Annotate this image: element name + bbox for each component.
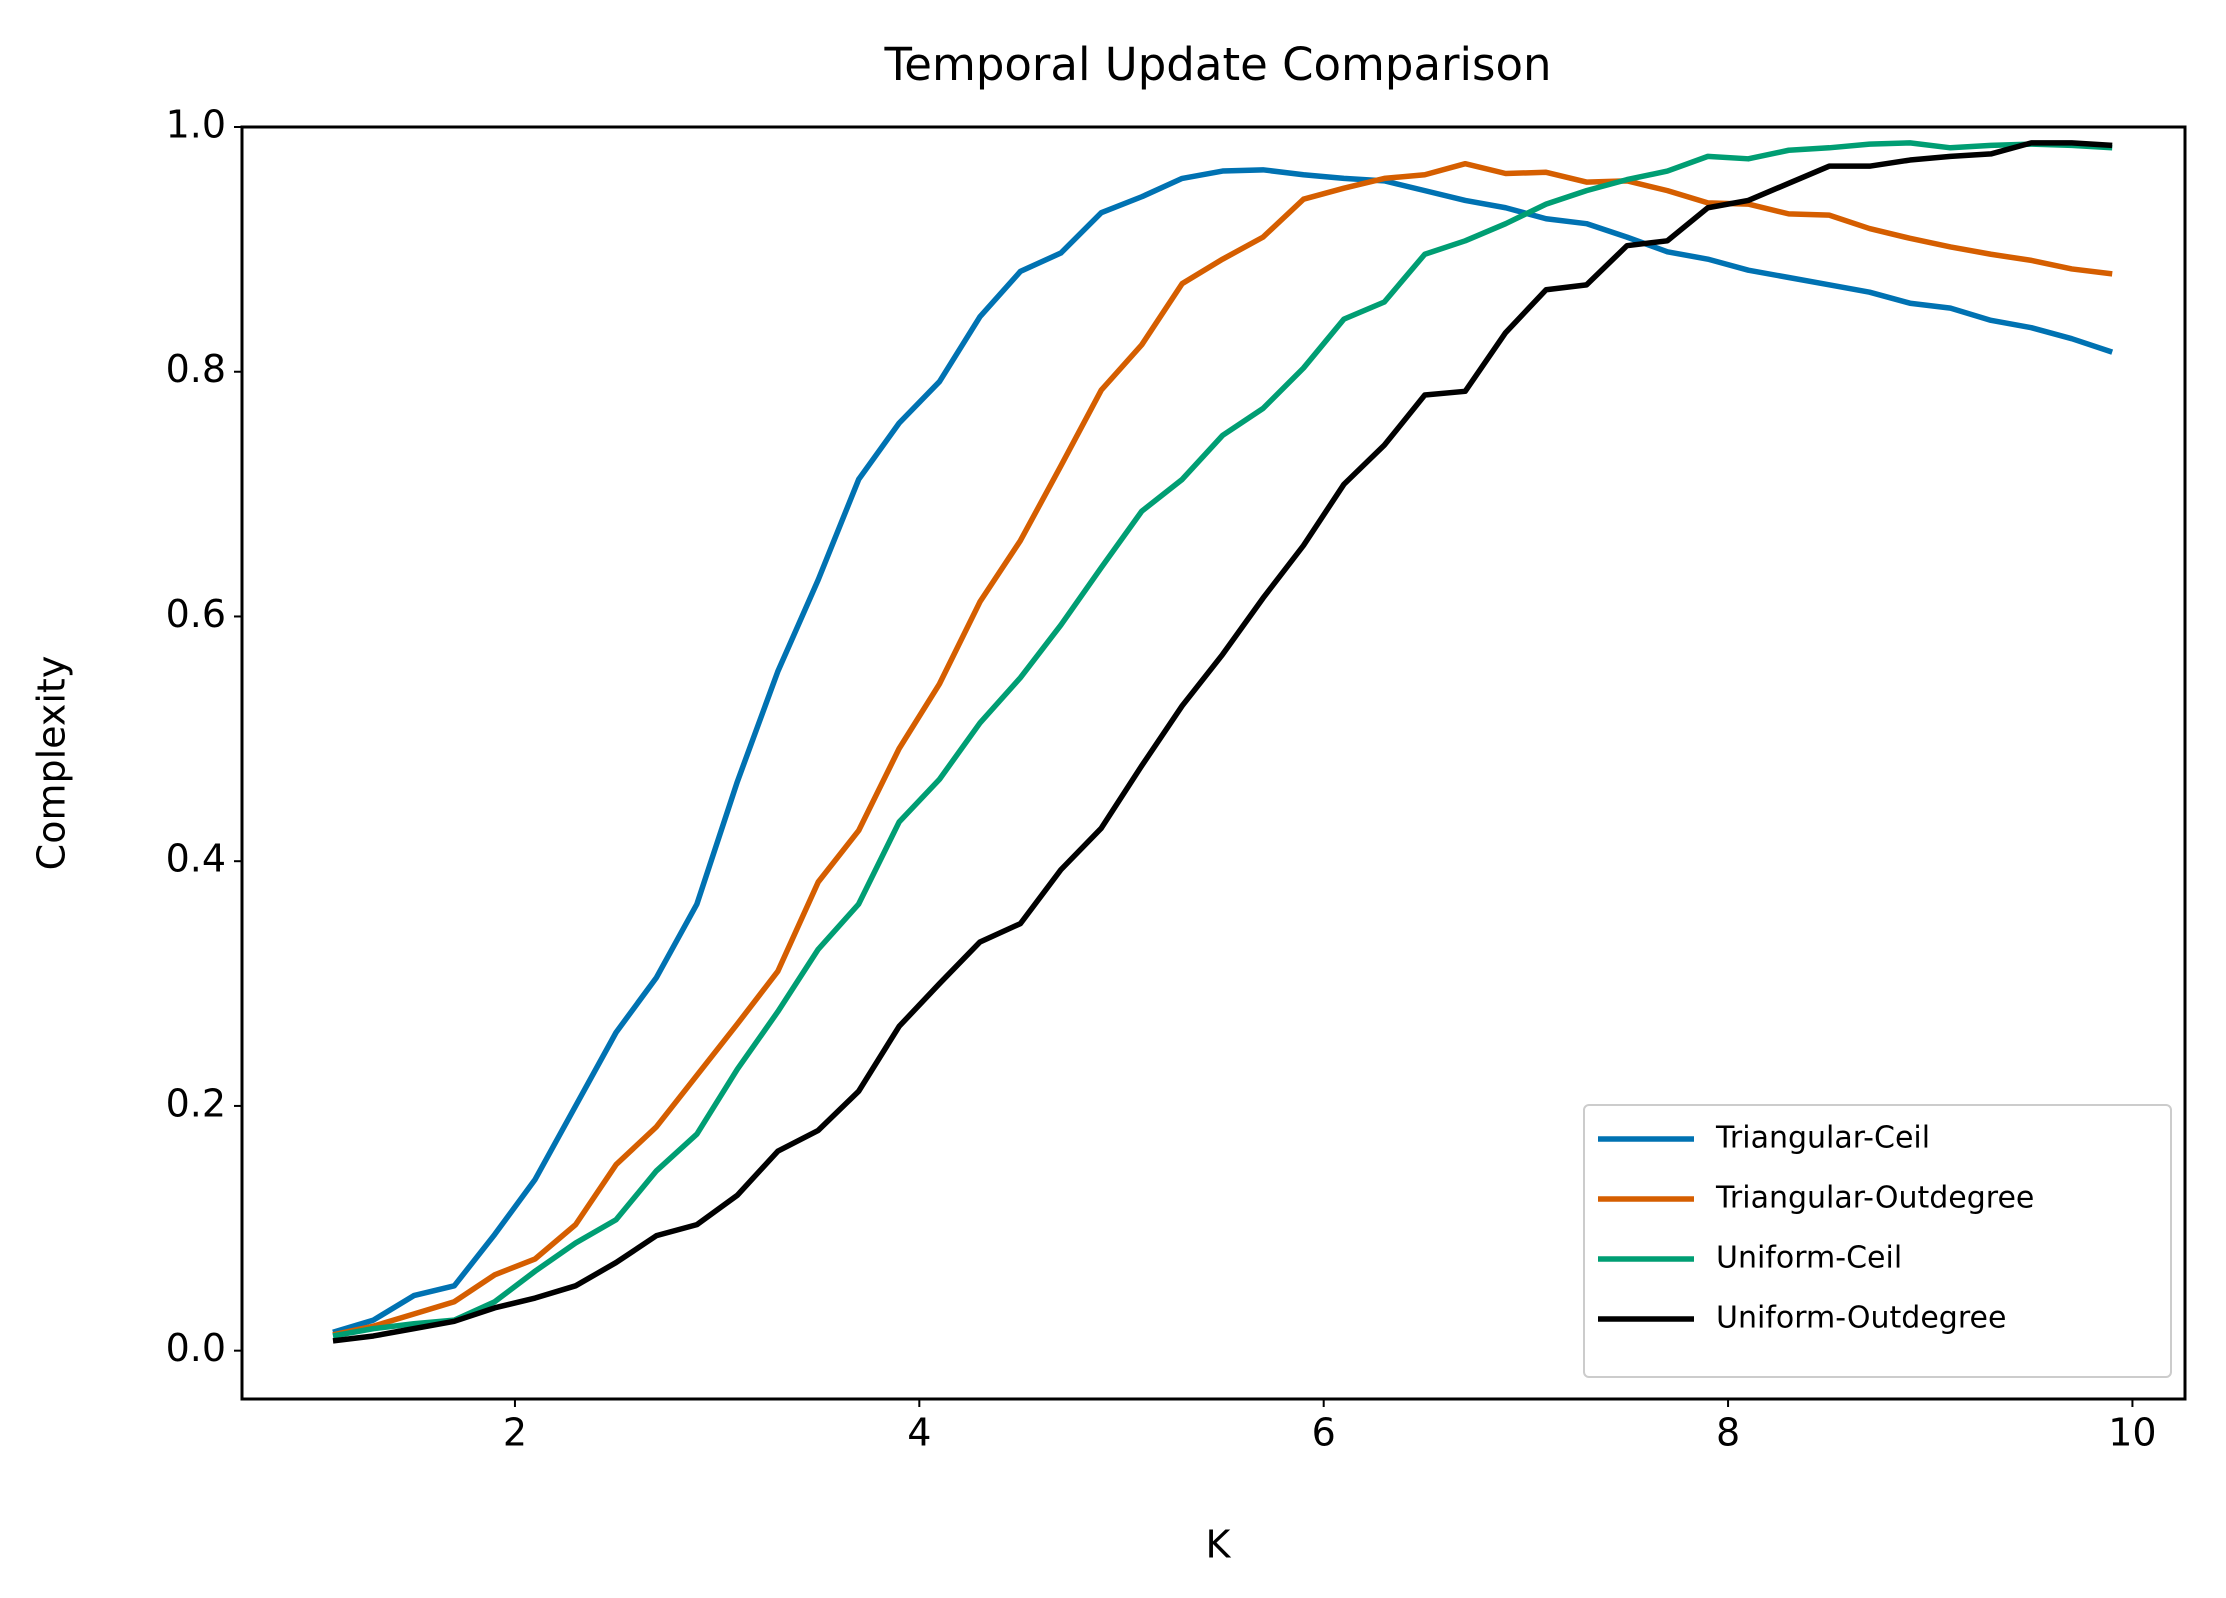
- y-tick-label: 0.8: [166, 347, 226, 391]
- legend-label: Triangular-Ceil: [1715, 1121, 1930, 1156]
- data-line: [332, 167, 2114, 1335]
- y-tick-label: 0.4: [166, 837, 226, 881]
- legend-label: Uniform-Outdegree: [1716, 1301, 2006, 1336]
- x-tick-label: 4: [907, 1411, 931, 1455]
- y-tick-label: 0.6: [166, 592, 226, 636]
- legend: Triangular-Ceil Triangular-Outdegree Unifo…: [1583, 1104, 2172, 1378]
- x-tick-label: 8: [1716, 1411, 1740, 1455]
- y-tick-label: 1.0: [166, 103, 226, 147]
- chart-title: Temporal Update Comparison: [883, 38, 1551, 91]
- legend-frame: [1583, 1104, 2172, 1378]
- data-line: [332, 160, 2113, 1338]
- data-line: [332, 140, 2113, 1339]
- x-tick-label: 10: [2108, 1411, 2156, 1455]
- plot-frame: [240, 125, 2187, 1401]
- y-tick-label: 0.0: [166, 1326, 226, 1370]
- data-line: [332, 140, 2113, 1344]
- y-tick-label: 0.2: [166, 1081, 226, 1125]
- y-axis-label: Complexity: [30, 656, 74, 871]
- legend-label: Uniform-Ceil: [1716, 1241, 1902, 1276]
- x-axis-label: K: [1206, 1523, 1232, 1567]
- x-tick-label: 2: [503, 1411, 527, 1455]
- x-tick-label: 6: [1312, 1411, 1336, 1455]
- legend-label: Triangular-Outdegree: [1715, 1181, 2034, 1216]
